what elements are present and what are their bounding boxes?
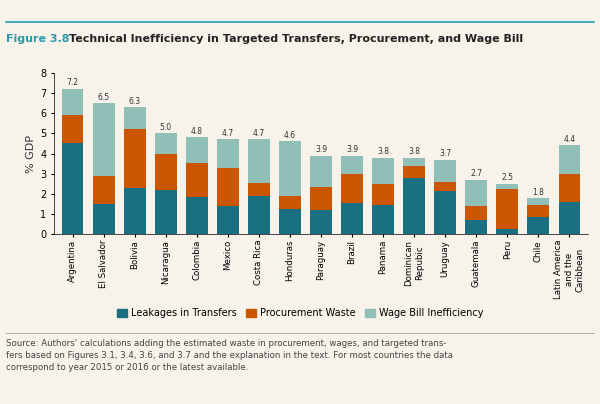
Text: 7.2: 7.2 (67, 78, 79, 88)
Bar (466, 206, 487, 220)
Text: 2.5: 2.5 (501, 173, 513, 183)
Bar (62, 143, 83, 234)
Bar (527, 198, 549, 205)
Text: Source: Authors' calculations adding the estimated waste in procurement, wages, : Source: Authors' calculations adding the… (6, 339, 453, 372)
Bar (403, 158, 425, 166)
Bar (496, 229, 518, 234)
Y-axis label: % GDP: % GDP (26, 135, 36, 173)
Text: 4.7: 4.7 (222, 129, 234, 138)
Bar (559, 202, 580, 234)
Bar (279, 209, 301, 234)
Bar (124, 129, 146, 188)
Bar (279, 141, 301, 196)
Bar (341, 174, 363, 203)
Text: 4.8: 4.8 (191, 127, 203, 136)
Bar (248, 139, 270, 183)
Bar (155, 190, 176, 234)
Bar (466, 220, 487, 234)
Bar (248, 183, 270, 196)
Bar (527, 217, 549, 234)
Bar (248, 196, 270, 234)
Text: 3.9: 3.9 (315, 145, 327, 154)
Text: 1.8: 1.8 (532, 187, 544, 196)
Bar (403, 178, 425, 234)
Text: 3.7: 3.7 (439, 149, 451, 158)
Bar (434, 191, 456, 234)
Bar (496, 184, 518, 189)
Bar (559, 145, 580, 174)
Bar (62, 115, 83, 143)
Bar (372, 158, 394, 184)
Bar (372, 184, 394, 205)
Bar (310, 187, 332, 210)
Bar (466, 180, 487, 206)
Bar (155, 133, 176, 154)
Bar (310, 210, 332, 234)
Bar (310, 156, 332, 187)
Text: 4.6: 4.6 (284, 131, 296, 140)
Bar (527, 205, 549, 217)
Bar (155, 154, 176, 190)
Bar (186, 162, 208, 197)
Bar (341, 156, 363, 174)
Text: 5.0: 5.0 (160, 123, 172, 132)
Bar (372, 205, 394, 234)
Text: 3.8: 3.8 (377, 147, 389, 156)
Text: 3.9: 3.9 (346, 145, 358, 154)
Text: 2.7: 2.7 (470, 169, 482, 179)
Bar (559, 174, 580, 202)
Bar (403, 166, 425, 178)
Bar (124, 107, 146, 129)
Bar (186, 197, 208, 234)
Bar (496, 189, 518, 229)
Text: Technical Inefficiency in Targeted Transfers, Procurement, and Wage Bill: Technical Inefficiency in Targeted Trans… (69, 34, 523, 44)
Text: 3.8: 3.8 (408, 147, 420, 156)
Legend: Leakages in Transfers, Procurement Waste, Wage Bill Inefficiency: Leakages in Transfers, Procurement Waste… (113, 305, 487, 322)
Text: 4.4: 4.4 (563, 135, 575, 144)
Bar (217, 206, 239, 234)
Bar (434, 182, 456, 191)
Text: Figure 3.8: Figure 3.8 (6, 34, 70, 44)
Bar (93, 204, 115, 234)
Text: 6.5: 6.5 (98, 93, 110, 101)
Bar (434, 160, 456, 182)
Bar (217, 168, 239, 206)
Bar (186, 137, 208, 163)
Text: 6.3: 6.3 (128, 97, 141, 106)
Bar (93, 103, 115, 176)
Bar (279, 196, 301, 209)
Text: 4.7: 4.7 (253, 129, 265, 138)
Bar (341, 203, 363, 234)
Bar (217, 139, 239, 168)
Bar (62, 89, 83, 115)
Bar (93, 176, 115, 204)
Bar (124, 188, 146, 234)
